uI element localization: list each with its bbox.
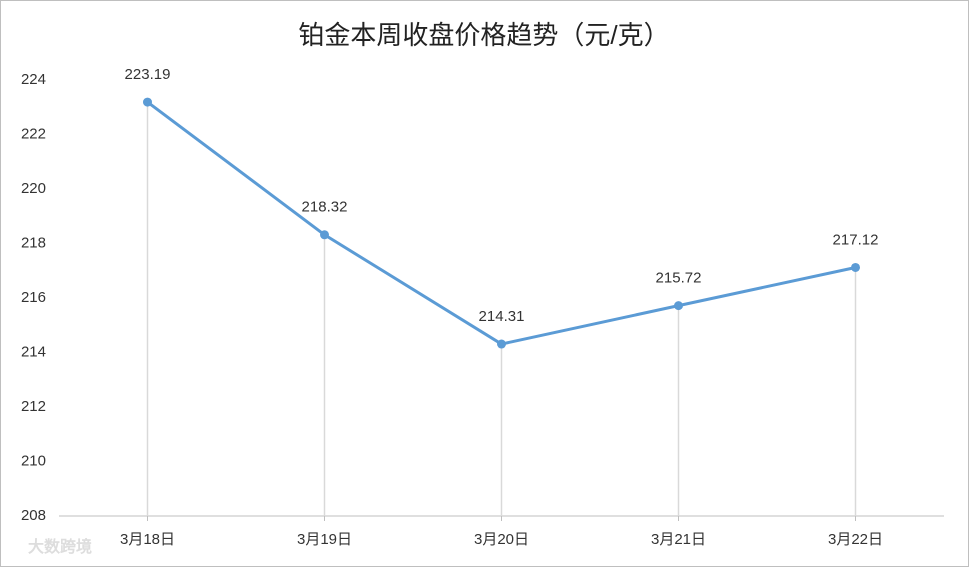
y-tick-label: 224 (21, 71, 46, 88)
data-label: 218.32 (302, 199, 348, 216)
x-tick-label: 3月19日 (297, 531, 352, 548)
point (674, 301, 683, 311)
y-tick-label: 222 (21, 125, 46, 142)
data-label: 223.19 (125, 66, 171, 83)
point (143, 97, 152, 107)
y-tick-label: 208 (21, 507, 46, 524)
y-tick-label: 216 (21, 289, 46, 306)
x-tick-label: 3月18日 (120, 531, 175, 548)
point (497, 339, 506, 349)
watermark: 大数跨境 (28, 537, 92, 556)
x-tick-label: 3月21日 (651, 531, 706, 548)
x-tick-label: 3月22日 (828, 531, 883, 548)
chart-title: 铂金本周收盘价格趋势（元/克） (298, 20, 669, 50)
point (851, 262, 860, 272)
y-tick-label: 218 (21, 234, 46, 251)
y-tick-label: 212 (21, 398, 46, 415)
x-tick-label: 3月20日 (474, 531, 529, 548)
data-label: 217.12 (833, 231, 879, 248)
y-tick-label: 220 (21, 180, 46, 197)
y-tick-label: 210 (21, 452, 46, 469)
y-tick-label: 214 (21, 343, 46, 360)
data-label: 214.31 (479, 308, 525, 325)
point (320, 230, 329, 240)
data-label: 215.72 (656, 270, 702, 287)
